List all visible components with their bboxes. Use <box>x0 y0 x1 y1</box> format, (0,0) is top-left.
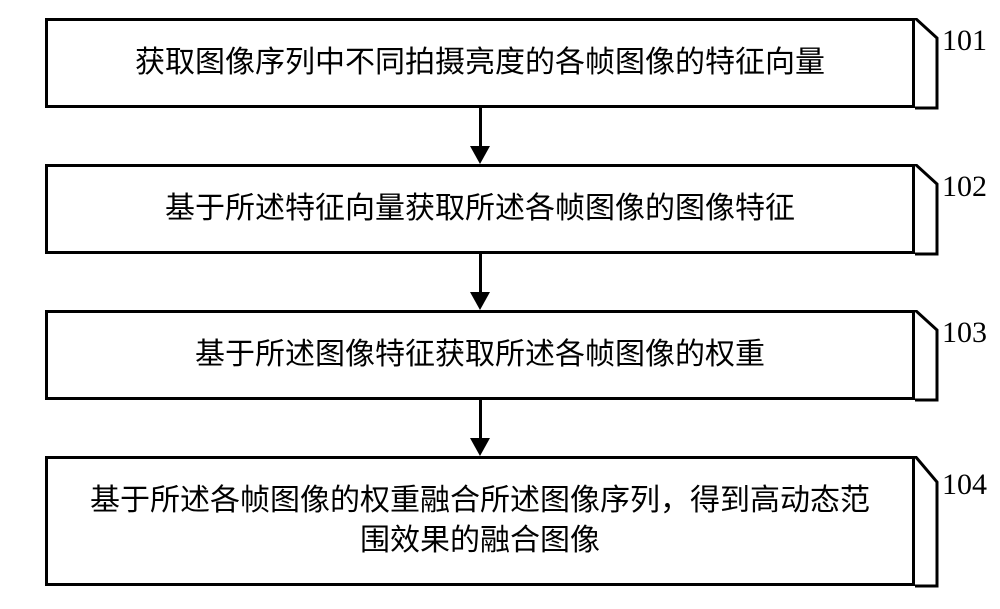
step-104: 基于所述各帧图像的权重融合所述图像序列，得到高动态范围效果的融合图像 <box>45 456 915 586</box>
arrow-head-icon <box>470 292 490 310</box>
arrow-line <box>479 400 482 438</box>
arrow-line <box>479 254 482 292</box>
arrow-head-icon <box>470 146 490 164</box>
flowchart-canvas: 获取图像序列中不同拍摄亮度的各帧图像的特征向量 101 基于所述特征向量获取所述各帧… <box>0 0 1000 609</box>
step-101-label: 101 <box>942 24 987 58</box>
step-103-label: 103 <box>942 316 987 350</box>
step-103-text: 基于所述图像特征获取所述各帧图像的权重 <box>195 335 765 376</box>
step-101-text: 获取图像序列中不同拍摄亮度的各帧图像的特征向量 <box>135 43 825 84</box>
arrow-line <box>479 108 482 146</box>
step-101: 获取图像序列中不同拍摄亮度的各帧图像的特征向量 <box>45 18 915 108</box>
step-103-brace <box>915 310 939 402</box>
step-102-brace <box>915 164 939 256</box>
arrow-head-icon <box>470 438 490 456</box>
step-102-text: 基于所述特征向量获取所述各帧图像的图像特征 <box>165 189 795 230</box>
step-102-label: 102 <box>942 170 987 204</box>
step-101-brace <box>915 18 939 110</box>
step-104-label: 104 <box>942 468 987 502</box>
step-104-text: 基于所述各帧图像的权重融合所述图像序列，得到高动态范围效果的融合图像 <box>78 481 882 562</box>
step-104-brace <box>915 456 939 588</box>
step-102: 基于所述特征向量获取所述各帧图像的图像特征 <box>45 164 915 254</box>
step-103: 基于所述图像特征获取所述各帧图像的权重 <box>45 310 915 400</box>
